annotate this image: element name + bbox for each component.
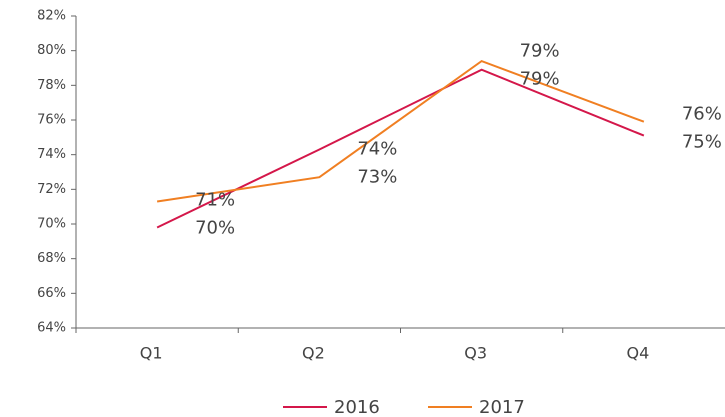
data-label: 76% [682,104,722,125]
y-tick-label: 68% [37,251,66,266]
y-tick-label: 82% [37,9,66,24]
series-line [156,59,645,203]
y-tick-label: 80% [37,43,66,58]
x-tick-label: Q3 [464,344,487,363]
data-label: 73% [357,166,397,187]
y-tick-label: 78% [37,78,66,93]
legend-label: 2017 [479,397,525,417]
y-tick-label: 72% [37,182,66,197]
data-label: 71% [195,189,235,210]
y-tick-label: 74% [37,147,66,162]
y-tick-label: 70% [37,217,66,232]
x-tick-label: Q4 [626,344,649,363]
data-label: 79% [520,40,560,61]
y-tick-label: 64% [37,321,66,336]
legend-label: 2016 [334,397,380,417]
data-label: 74% [357,138,397,159]
x-tick-label: Q2 [302,344,325,363]
y-tick-label: 66% [37,286,66,301]
data-label: 79% [520,68,560,89]
y-tick-label: 76% [37,113,66,128]
data-label: 70% [195,217,235,238]
x-tick-label: Q1 [140,344,163,363]
data-label: 75% [682,132,722,153]
